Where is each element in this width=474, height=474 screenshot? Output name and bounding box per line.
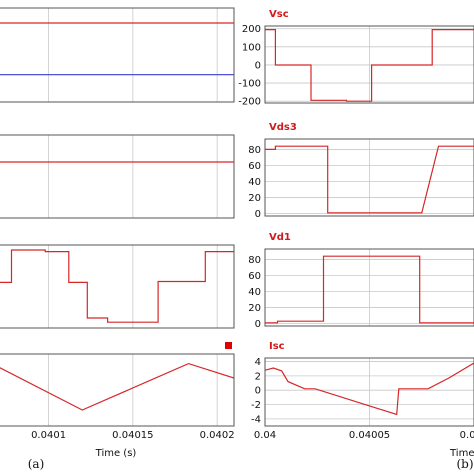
plot-a2 xyxy=(0,134,235,219)
plot-title: Vsc xyxy=(269,9,289,20)
y-tick-label: 80 xyxy=(248,145,261,156)
y-tick-label: 20 xyxy=(248,193,261,204)
y-tick-label: 4 xyxy=(255,357,261,368)
y-tick-label: 40 xyxy=(248,177,261,188)
plot-frame xyxy=(264,138,474,217)
plot-a4: 0.0401 0.04015 0.0402 Time (s) xyxy=(0,353,235,459)
plot-frame xyxy=(0,134,235,219)
x-axis-label: Time (s) xyxy=(95,448,137,459)
x-axis-label: Time ( xyxy=(449,448,474,459)
series-line-b1-0 xyxy=(265,29,474,102)
y-tick-label: 60 xyxy=(248,161,261,172)
y-tick-label: 0 xyxy=(255,319,261,330)
plot-frame xyxy=(264,25,474,104)
y-tick-label: 2 xyxy=(255,371,261,382)
x-tick-label: 0.0402 xyxy=(200,430,235,441)
y-tick-label: -200 xyxy=(238,97,261,108)
y-tick-label: 40 xyxy=(248,287,261,298)
series-line-a3-0 xyxy=(0,249,234,323)
plot-frame xyxy=(0,244,235,329)
y-tick-label: -100 xyxy=(238,79,261,90)
y-tick-label: -2 xyxy=(251,400,261,411)
x-tick-label: 0.040 xyxy=(460,430,474,441)
stop-marker xyxy=(225,342,232,349)
x-tick-label: 0.04005 xyxy=(349,430,390,441)
caption-b: (b) xyxy=(456,457,473,471)
x-tick-label: 0.0401 xyxy=(31,430,66,441)
y-tick-label: 100 xyxy=(242,42,261,53)
plot-frame xyxy=(264,357,474,427)
series-line-a4-0 xyxy=(0,362,234,411)
series-line-b4-0 xyxy=(265,362,474,416)
plot-b2: 80 60 40 20 0 Vds3 xyxy=(248,122,474,220)
plot-a3 xyxy=(0,244,235,329)
plot-frame xyxy=(0,353,235,427)
plot-title: Vds3 xyxy=(269,122,297,133)
y-tick-label: 0 xyxy=(255,60,261,71)
y-tick-label: 80 xyxy=(248,255,261,266)
plot-frame xyxy=(264,248,474,327)
y-tick-label: -4 xyxy=(251,414,261,425)
y-tick-label: 60 xyxy=(248,271,261,282)
y-tick-label: 0 xyxy=(255,386,261,397)
series-line-b3-0 xyxy=(265,255,474,324)
y-tick-label: 200 xyxy=(242,24,261,35)
plot-b4: 4 2 0 -2 -4 0.04 0.04005 0.040 Time ( Isc xyxy=(251,341,474,459)
plot-a1 xyxy=(0,7,235,103)
caption-a: (a) xyxy=(28,457,45,471)
x-tick-label: 0.04015 xyxy=(112,430,153,441)
x-tick-label: 0.04 xyxy=(254,430,276,441)
y-tick-label: 0 xyxy=(255,209,261,220)
plot-b1: 200 100 0 -100 -200 Vsc xyxy=(238,9,474,108)
plot-b3: 80 60 40 20 0 Vd1 xyxy=(248,232,474,330)
series-line-b2-0 xyxy=(265,145,474,214)
plot-frame xyxy=(0,7,235,103)
y-tick-label: 20 xyxy=(248,303,261,314)
plot-title: Vd1 xyxy=(269,232,291,243)
plot-title: Isc xyxy=(269,341,285,352)
